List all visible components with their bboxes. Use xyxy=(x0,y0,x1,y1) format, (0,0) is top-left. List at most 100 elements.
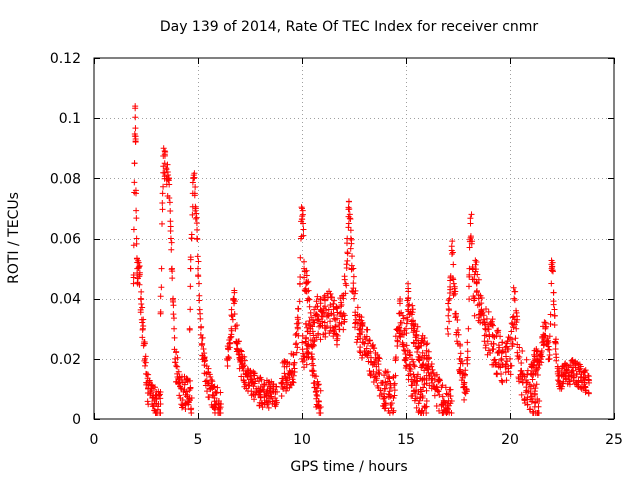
data-point xyxy=(133,207,140,214)
data-point xyxy=(354,304,361,311)
data-point xyxy=(310,368,317,375)
data-point xyxy=(214,384,221,391)
data-point xyxy=(309,323,316,330)
data-point xyxy=(187,384,194,391)
data-point xyxy=(425,348,432,355)
data-point xyxy=(413,378,420,385)
data-point xyxy=(578,385,585,392)
data-point xyxy=(457,366,464,373)
data-point xyxy=(293,349,300,356)
data-point xyxy=(371,345,378,352)
data-point xyxy=(446,295,453,302)
data-point xyxy=(445,312,452,319)
data-point xyxy=(226,337,233,344)
data-point xyxy=(305,278,312,285)
data-point xyxy=(317,387,324,394)
data-point xyxy=(309,356,316,363)
data-point xyxy=(367,358,374,365)
data-point xyxy=(295,305,302,312)
data-point xyxy=(450,280,457,287)
data-point xyxy=(351,290,358,297)
data-point xyxy=(330,300,337,307)
data-point xyxy=(390,373,397,380)
data-point xyxy=(382,368,389,375)
y-tick-label: 0.08 xyxy=(50,171,81,187)
data-point xyxy=(400,315,407,322)
data-point xyxy=(391,392,398,399)
chart-title: Day 139 of 2014, Rate Of TEC Index for r… xyxy=(160,19,539,35)
data-point xyxy=(499,339,506,346)
data-point xyxy=(549,268,556,275)
data-point xyxy=(130,242,137,249)
data-point xyxy=(412,331,419,338)
data-point xyxy=(510,324,517,331)
data-point xyxy=(396,300,403,307)
data-point xyxy=(466,244,473,251)
data-point xyxy=(244,373,251,380)
data-point xyxy=(547,320,554,327)
data-point xyxy=(297,273,304,280)
data-point xyxy=(173,362,180,369)
data-point xyxy=(192,184,199,191)
data-point xyxy=(341,312,348,319)
data-point xyxy=(467,215,474,222)
data-point xyxy=(310,380,317,387)
data-point xyxy=(261,381,268,388)
data-point xyxy=(130,274,137,281)
data-point xyxy=(261,401,268,408)
data-point xyxy=(577,373,584,380)
data-point xyxy=(320,305,327,312)
data-point xyxy=(399,312,406,319)
data-point xyxy=(550,298,557,305)
data-point xyxy=(331,297,338,304)
data-point xyxy=(513,309,520,316)
data-point xyxy=(424,340,431,347)
data-point xyxy=(292,331,299,338)
data-point xyxy=(130,226,137,233)
data-point xyxy=(511,295,518,302)
data-point xyxy=(200,346,207,353)
data-point xyxy=(164,161,171,168)
data-point xyxy=(467,234,474,241)
data-point xyxy=(461,379,468,386)
data-point xyxy=(206,371,213,378)
data-point xyxy=(210,384,217,391)
data-point xyxy=(546,346,553,353)
data-point xyxy=(251,380,258,387)
data-point xyxy=(510,284,517,291)
data-point xyxy=(452,310,459,317)
data-point xyxy=(313,395,320,402)
data-point xyxy=(224,362,231,369)
data-point xyxy=(408,393,415,400)
data-point xyxy=(327,327,334,334)
data-point xyxy=(495,329,502,336)
data-point xyxy=(550,289,557,296)
data-point xyxy=(483,332,490,339)
data-point xyxy=(575,378,582,385)
data-point xyxy=(508,320,515,327)
data-point xyxy=(405,285,412,292)
data-point xyxy=(538,348,545,355)
data-point xyxy=(131,160,138,167)
data-point xyxy=(482,344,489,351)
data-point xyxy=(446,290,453,297)
data-point xyxy=(187,256,194,263)
data-point xyxy=(420,409,427,416)
data-point xyxy=(204,388,211,395)
data-point xyxy=(195,258,202,265)
data-point xyxy=(250,383,257,390)
data-point xyxy=(542,319,549,326)
data-point xyxy=(314,392,321,399)
tick-labels: 0 5 10 15 20 25 0 0.02 0.04 0.06 0.08 0.1 0.12 xyxy=(50,51,623,448)
data-point xyxy=(349,253,356,260)
data-point xyxy=(348,240,355,247)
data-point xyxy=(132,135,139,142)
data-point xyxy=(457,342,464,349)
data-point xyxy=(158,265,165,272)
data-point xyxy=(305,350,312,357)
data-point xyxy=(304,342,311,349)
data-point xyxy=(546,333,553,340)
data-points xyxy=(130,103,593,416)
data-point xyxy=(257,394,264,401)
data-point xyxy=(174,354,181,361)
